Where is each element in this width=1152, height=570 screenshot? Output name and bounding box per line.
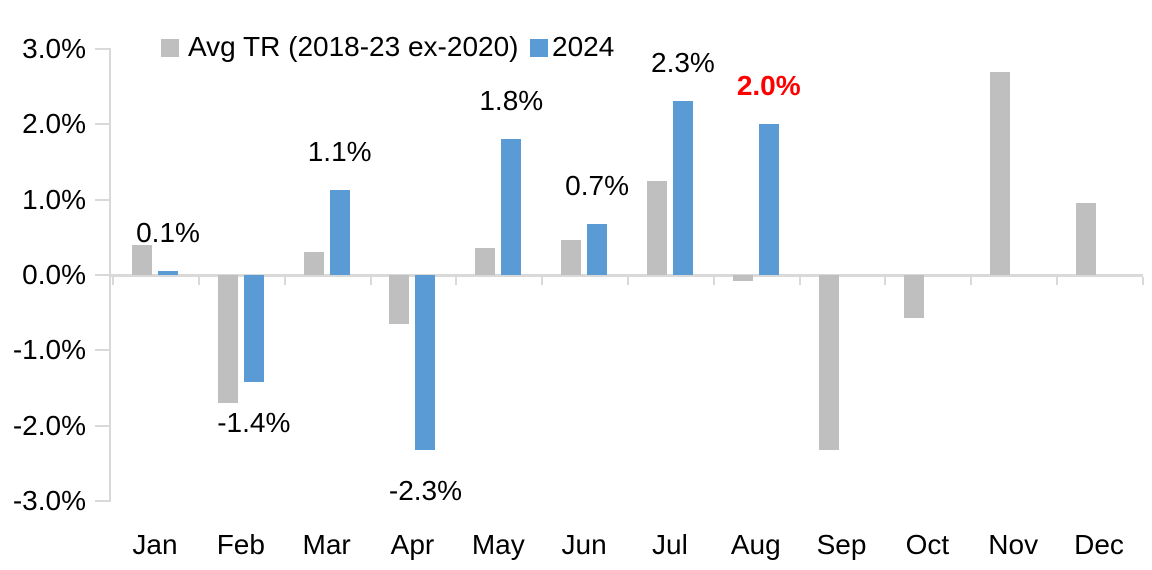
y-axis-label: 3.0% <box>22 33 86 65</box>
y-axis-label: 2.0% <box>22 108 86 140</box>
x-axis-label-nov: Nov <box>988 529 1039 560</box>
bar-2024-jul <box>672 101 693 275</box>
bar-avg-oct <box>904 275 925 318</box>
data-label-aug: 2.0% <box>736 70 801 102</box>
x-axis-label-apr: Apr <box>390 529 435 560</box>
legend-label-avg-tr: Avg TR (2018-23 ex-2020) <box>188 31 519 62</box>
bar-avg-jun <box>561 240 582 275</box>
data-label-jan: 0.1% <box>136 217 200 249</box>
x-axis-tick <box>1141 276 1144 285</box>
x-axis-tick <box>541 276 544 285</box>
data-label-feb: -1.4% <box>217 406 291 438</box>
y-axis-line <box>109 48 111 502</box>
bar-avg-may <box>475 247 496 275</box>
x-axis-tick <box>455 276 458 285</box>
data-label-jul: 2.3% <box>650 47 715 79</box>
x-axis-tick <box>627 276 629 285</box>
y-axis-tick <box>95 123 109 126</box>
x-axis-label-jul: Jul <box>652 529 688 560</box>
x-axis-label-aug: Aug <box>730 529 781 560</box>
x-axis-tick <box>712 276 715 285</box>
bar-2024-feb <box>243 275 264 382</box>
bar-2024-apr <box>415 275 436 451</box>
x-axis-label-oct: Oct <box>905 529 950 560</box>
y-axis-tick <box>95 48 109 51</box>
bar-2024-may <box>501 138 522 275</box>
bar-2024-aug <box>758 124 779 275</box>
bar-avg-feb <box>217 275 238 403</box>
y-axis-label: -2.0% <box>12 409 86 441</box>
y-axis-tick <box>95 198 109 201</box>
y-axis-tick <box>95 274 109 276</box>
x-axis-label-mar: Mar <box>302 529 351 560</box>
x-axis-zero-line <box>109 273 1143 277</box>
bar-2024-jan <box>158 271 178 275</box>
bar-avg-jul <box>646 180 667 275</box>
data-label-apr: -2.3% <box>388 475 463 507</box>
x-axis-tick <box>369 276 372 285</box>
x-axis-label-feb: Feb <box>216 529 265 560</box>
x-axis-tick <box>970 276 973 285</box>
legend-label-2024: 2024 <box>552 31 615 62</box>
x-axis-label-jun: Jun <box>561 529 607 560</box>
bar-avg-jan <box>132 244 152 275</box>
x-axis-tick <box>197 276 200 285</box>
legend-swatch-2024 <box>530 39 548 57</box>
x-axis-tick <box>884 276 887 285</box>
x-axis-tick <box>283 276 286 285</box>
y-axis-label: -1.0% <box>12 334 86 366</box>
x-axis-label-sep: Sep <box>816 529 867 560</box>
x-axis-label-jan: Jan <box>132 529 178 560</box>
data-label-mar: 1.1% <box>307 135 372 167</box>
x-axis-label-dec: Dec <box>1074 529 1124 560</box>
bar-avg-aug <box>732 275 753 282</box>
bar-avg-mar <box>303 252 324 275</box>
x-axis-label-may: May <box>471 529 525 560</box>
y-axis-label: 0.0% <box>22 259 86 290</box>
y-axis-tick <box>95 424 109 427</box>
bar-2024-jun <box>587 223 608 275</box>
y-axis-label: -3.0% <box>12 484 86 516</box>
bar-avg-sep <box>818 275 839 451</box>
bar-avg-dec <box>1076 203 1097 275</box>
y-axis-tick <box>95 349 109 352</box>
x-axis-tick <box>112 276 115 285</box>
y-axis-label: 1.0% <box>22 183 86 215</box>
bar-avg-apr <box>389 275 410 324</box>
data-label-may: 1.8% <box>479 84 544 116</box>
x-axis-tick <box>798 276 801 285</box>
bar-avg-nov <box>990 71 1011 275</box>
bar-2024-mar <box>329 189 350 275</box>
y-axis-tick <box>95 499 109 502</box>
x-axis-tick <box>1056 276 1059 285</box>
data-label-jun: 0.7% <box>565 169 630 201</box>
legend-swatch-avg-tr <box>161 39 179 57</box>
